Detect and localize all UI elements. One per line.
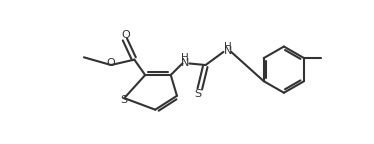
Text: H: H [181, 53, 188, 63]
Text: O: O [122, 30, 130, 40]
Text: H: H [224, 41, 232, 52]
Text: N: N [181, 58, 189, 68]
Text: O: O [106, 58, 115, 68]
Text: S: S [121, 95, 128, 105]
Text: S: S [194, 89, 202, 98]
Text: N: N [224, 46, 232, 56]
